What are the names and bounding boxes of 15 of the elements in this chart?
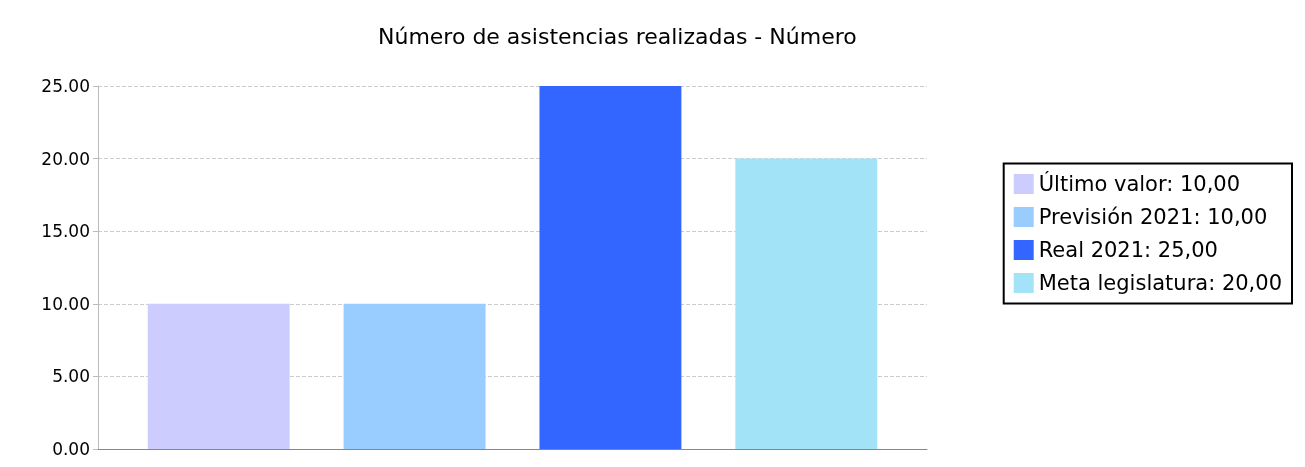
bar [735, 158, 878, 449]
y-tick-label: 10.00 [41, 293, 90, 314]
legend-label: Previsión 2021: 10,00 [1038, 205, 1268, 229]
bar [343, 303, 486, 449]
chart-title: Número de asistencias realizadas - Número [378, 23, 857, 49]
legend-label: Meta legislatura: 20,00 [1038, 271, 1282, 295]
y-tick-label: 15.00 [41, 221, 90, 242]
y-tick-label: 25.00 [41, 76, 90, 96]
legend-label: Real 2021: 25,00 [1038, 238, 1218, 262]
bar [147, 303, 290, 449]
legend-label: Último valor: 10,00 [1038, 171, 1241, 196]
bar [539, 86, 682, 449]
y-tick-label: 5.00 [52, 366, 90, 387]
y-tick-label: 20.00 [41, 148, 90, 169]
y-tick-label: 0.00 [52, 439, 90, 459]
